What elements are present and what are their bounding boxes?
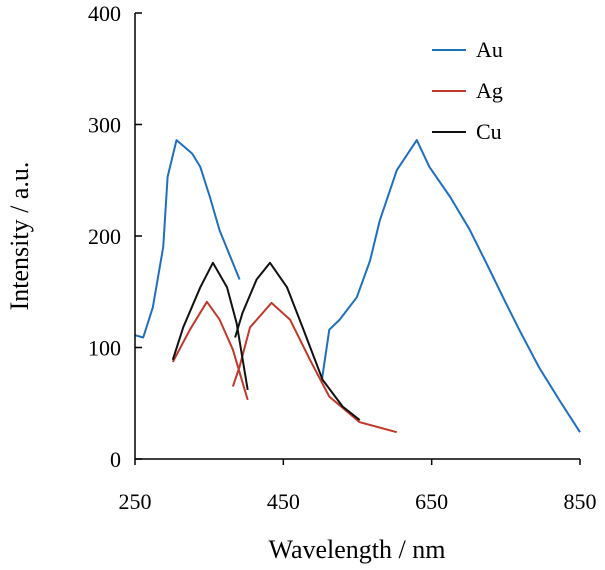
x-axis-label: Wavelength / nm: [269, 535, 446, 564]
series-line-ag: [171, 300, 249, 401]
series-line-ag: [231, 301, 398, 434]
y-tick-label: 100: [88, 336, 121, 361]
y-tick-label: 0: [110, 447, 121, 472]
y-tick-label: 300: [88, 113, 121, 138]
series-line-cu: [234, 261, 361, 421]
legend-label-ag: Ag: [476, 78, 503, 103]
x-tick-label: 650: [415, 489, 448, 514]
axis-ticks: 0 100 200 300 400 250 450 650 850: [88, 1, 597, 514]
x-tick-label: 850: [564, 489, 597, 514]
legend-label-cu: Cu: [476, 119, 502, 144]
legend-label-au: Au: [476, 37, 503, 62]
x-tick-label: 450: [267, 489, 300, 514]
series-line-au: [320, 139, 581, 433]
series-line-au: [134, 139, 241, 339]
series-line-cu: [171, 261, 249, 391]
x-tick-label: 250: [119, 489, 152, 514]
y-tick-label: 400: [88, 1, 121, 26]
y-tick-label: 200: [88, 224, 121, 249]
plot-lines: [134, 139, 581, 434]
y-axis-label: Intensity / a.u.: [5, 162, 34, 311]
legend: Au Ag Cu: [432, 37, 503, 144]
